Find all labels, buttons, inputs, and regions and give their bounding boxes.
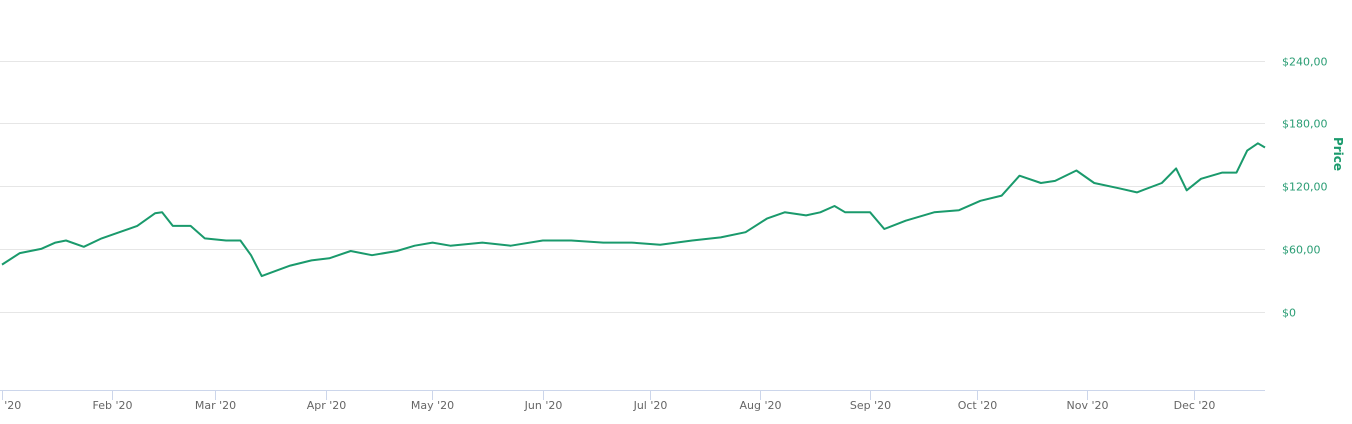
x-tick-label: Dec '20 — [1174, 399, 1216, 412]
x-tick-label: Sep '20 — [850, 399, 891, 412]
price-series-line[interactable] — [1, 142, 1266, 278]
x-tick-label: Jan '20 — [0, 399, 21, 412]
x-tick-label: Feb '20 — [93, 399, 133, 412]
y-tick-label: $0 — [1282, 307, 1296, 320]
y-tick-label: $60,00 — [1282, 244, 1321, 257]
y-tick-label: $180,00 — [1282, 118, 1328, 131]
x-tick-label: Apr '20 — [307, 399, 347, 412]
y-axis-title: Price — [1331, 137, 1345, 171]
x-tick-label: May '20 — [411, 399, 454, 412]
y-tick-label: $240,00 — [1282, 56, 1328, 69]
x-tick-label: Jul '20 — [633, 399, 668, 412]
x-tick-label: Jun '20 — [524, 399, 563, 412]
x-tick-label: Oct '20 — [958, 399, 998, 412]
y-tick-label: $120,00 — [1282, 181, 1328, 194]
x-axis-labels: Jan '20 Feb '20 Mar '20 Apr '20 May '20 Jun '… — [0, 390, 1215, 412]
x-tick-label: Aug '20 — [740, 399, 782, 412]
gridlines — [0, 61, 1265, 313]
x-tick-label: Mar '20 — [195, 399, 236, 412]
y-axis-labels: $0 $60,00 $120,00 $180,00 $240,00 — [1282, 56, 1328, 320]
x-tick-label: Nov '20 — [1067, 399, 1109, 412]
